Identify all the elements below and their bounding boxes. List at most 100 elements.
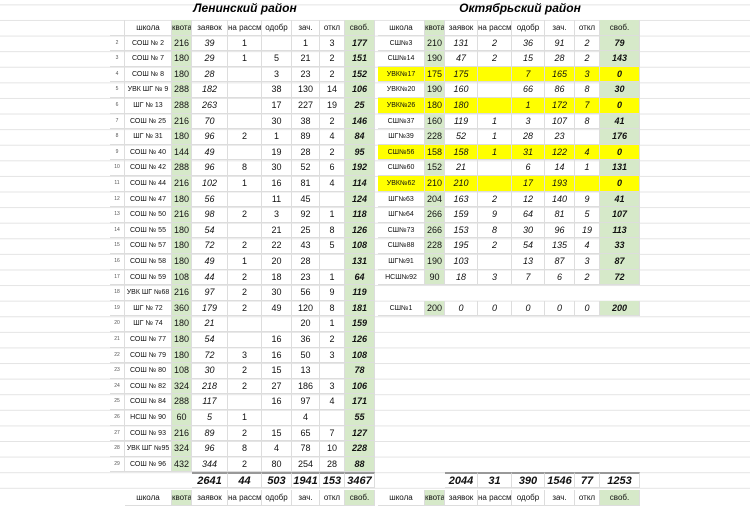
cell: 0 [600,144,640,161]
cell: 119 [345,285,375,301]
cell: 72 [192,347,228,364]
cell: 190 [425,82,445,98]
cell: 17 [262,98,292,114]
cell: 190 [425,51,445,67]
cell: 70 [192,113,228,130]
cell: 2 [478,191,512,208]
header-cell: своб. [600,20,640,36]
cell: 216 [172,176,192,192]
total: 44 [228,472,262,488]
cell: 2 [228,300,262,317]
cell: 64 [512,207,545,223]
cell: 36 [512,35,545,52]
cell [228,191,262,208]
cell: 1 [228,35,262,52]
cell: 180 [172,254,192,270]
cell [575,176,600,192]
cell: 0 [445,300,478,317]
school: СОШ № 58 [125,254,172,270]
cell: 1 [228,176,262,192]
cell: 152 [345,66,375,83]
cell: 2 [228,129,262,145]
cell [262,35,292,52]
school: СОШ № 47 [125,191,172,208]
cell: 432 [172,456,192,473]
cell [228,144,262,161]
cell: 8 [575,82,600,98]
cell: 159 [345,316,375,332]
cell: 50 [292,347,320,364]
cell: 227 [292,98,320,114]
cell [228,98,262,114]
cell: 3 [262,207,292,223]
cell: 165 [545,66,575,83]
cell: 96 [192,160,228,176]
cell: 20 [110,316,125,332]
cell: 216 [172,113,192,130]
cell: 56 [292,285,320,301]
cell: 2 [575,269,600,286]
header-cell: на рассм [228,20,262,36]
cell: 1 [320,269,345,286]
cell: 122 [545,144,575,161]
cell: 2 [228,269,262,286]
cell [262,316,292,332]
cell: 86 [545,82,575,98]
footer-cell: на рассм [228,490,262,506]
cell: 254 [292,456,320,473]
cell: 6 [110,98,125,114]
cell: 79 [600,35,640,52]
school: ШГ № 31 [125,129,172,145]
cell: 200 [425,300,445,317]
cell: 117 [192,394,228,410]
cell: 49 [192,144,228,161]
cell: 21 [292,51,320,67]
cell: 49 [262,300,292,317]
cell: 0 [478,300,512,317]
cell: 180 [445,98,478,114]
cell: 266 [425,222,445,239]
cell: 228 [425,129,445,145]
cell: 124 [345,191,375,208]
cell: 153 [445,222,478,239]
header-cell: квота [425,20,445,36]
cell [228,66,262,83]
footer-cell: заявок [192,490,228,506]
cell: 15 [262,363,292,379]
cell: 2 [478,238,512,254]
cell: 8 [228,441,262,457]
cell: 1 [512,98,545,114]
cell: 2 [110,35,125,52]
cell: 5 [320,238,345,254]
cell: 16 [262,176,292,192]
cell: 7 [110,113,125,130]
cell: 180 [172,191,192,208]
cell: 2 [320,113,345,130]
cell: 160 [425,113,445,130]
cell: 88 [345,456,375,473]
school: УВК№20 [378,82,425,98]
cell: 8 [320,300,345,317]
cell: 1 [228,51,262,67]
school: ШГ№91 [378,254,425,270]
cell: 54 [512,238,545,254]
cell: 97 [192,285,228,301]
cell: 103 [445,254,478,270]
cell: 216 [172,35,192,52]
cell: 106 [345,82,375,98]
cell: 33 [600,238,640,254]
cell: 102 [192,176,228,192]
footer-cell: откл [320,490,345,506]
cell: 131 [345,254,375,270]
cell [228,113,262,130]
cell [478,176,512,192]
cell: 30 [600,82,640,98]
cell: 182 [192,82,228,98]
header-cell: одобр [262,20,292,36]
cell: 216 [172,425,192,442]
cell: 288 [172,160,192,176]
header-cell: заявок [445,20,478,36]
footer-cell: квота [425,490,445,506]
cell: 288 [172,98,192,114]
cell: 186 [292,378,320,395]
